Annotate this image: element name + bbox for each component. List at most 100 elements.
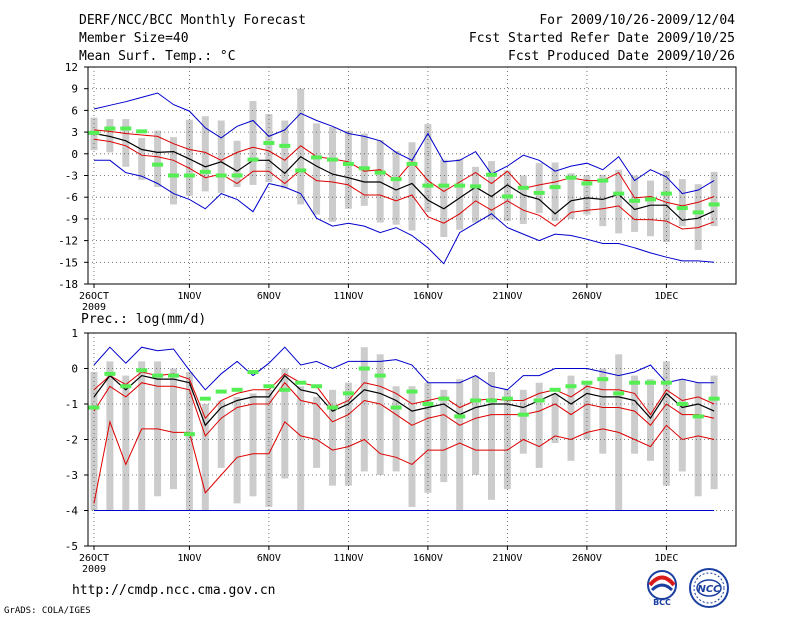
prec-member-mark [438,396,450,401]
temp-range-box [408,142,416,231]
temp-y-tick-label: -9 [65,213,78,226]
temp-x-tick-label: 21NOV [492,291,522,302]
prec-range-box [201,404,209,511]
temp-range-box [599,174,607,227]
prec-member-mark [692,414,704,419]
temp-x-tick-label: 11NOV [333,291,363,302]
prec-range-box [456,379,464,511]
prec-x-tick-label: 1DEC [654,553,678,564]
prec-member-mark [501,396,513,401]
prec-range-box [519,389,527,454]
temp-y-tick-label: 0 [71,148,78,161]
prec-range-box [122,375,130,511]
prec-range-box [694,382,702,497]
prec-range-box [662,361,670,486]
prec-member-mark [311,384,323,389]
prec-member-mark [549,387,561,392]
temp-member-mark [263,140,275,145]
prec-x-tick-label: 6NOV [257,553,281,564]
temp-range-box [392,150,400,225]
temp-range-box [694,184,702,251]
source-url[interactable]: http://cmdp.ncc.cma.gov.cn [72,583,276,598]
temp-member-mark [168,173,179,178]
temp-range-box [647,180,654,237]
temp-member-mark [295,168,307,173]
prec-member-mark [215,389,227,394]
temp-year-label: 2009 [82,302,106,313]
prec-range-box [567,375,575,461]
temp-member-mark [533,190,545,195]
temp-series-mean [93,132,715,221]
prec-member-mark [247,370,259,375]
prec-x-tick-label: 11NOV [333,553,363,564]
temp-range-box [281,120,289,189]
temp-range-box [488,161,495,220]
temp-range-box [678,179,686,227]
prec-range-box [217,400,225,468]
temp-member-mark [183,173,195,178]
prec-range-box [313,396,321,468]
temp-range-box [170,137,177,205]
temp-range-box [456,158,464,230]
prec-range-box [106,361,114,511]
forecast-start-date: Fcst Started Refer Date 2009/10/25 [468,31,735,46]
temp-y-tick-label: -18 [58,278,78,291]
temp-member-mark [660,191,672,196]
temp-member-mark [597,178,609,183]
temp-range-box [185,119,193,196]
prec-member-mark [533,398,545,403]
temp-series-upper [93,129,715,207]
prec-range-box [297,386,305,511]
temp-member-mark [692,210,704,215]
temp-y-tick-label: -3 [65,170,78,183]
temp-range-box [535,163,543,214]
prec-series-mean [93,374,715,427]
prec-range-box [599,368,607,454]
prec-range-box [440,389,448,483]
prec-y-tick-label: -4 [65,505,79,518]
temp-member-mark [406,161,418,166]
temp-y-tick-label: -12 [58,235,78,248]
temp-range-box [217,120,225,193]
temp-range-box [440,159,448,237]
prec-x-tick-label: 21NOV [492,553,522,564]
prec-range-box [170,368,177,490]
prec-member-mark [104,371,116,376]
prec-series-lower [93,381,715,437]
prec-range-box [344,382,352,486]
prec-member-mark [88,405,100,410]
prec-y-tick-label: -5 [65,540,78,553]
prec-member-mark [708,396,720,401]
prec-member-mark [645,380,656,385]
prec-member-mark [183,432,195,437]
ncc-logo: NCC [689,568,729,608]
temp-range-box [297,88,305,205]
prec-range-box [678,379,686,472]
prec-member-mark [676,402,688,406]
temp-y-tick-label: -6 [65,191,78,204]
temp-range-box [615,169,623,234]
temp-range-box [662,171,670,243]
prec-member-mark [327,405,338,410]
temp-member-mark [247,157,259,162]
prec-range-box [376,354,384,475]
prec-range-box [472,375,480,475]
prec-y-tick-label: 0 [71,363,78,376]
prec-range-box [503,389,511,490]
prec-x-tick-label: 1NOV [177,553,201,564]
temp-series-max [93,92,715,195]
temp-range-box [376,140,384,223]
prec-x-tick-label: 16NOV [413,553,443,564]
chart-title: DERF/NCC/BCC Monthly Forecast [79,13,306,28]
temp-member-mark [342,161,354,166]
temp-range-box [519,175,527,224]
temp-range-box [551,162,559,222]
prec-member-mark [660,380,672,385]
prec-x-tick-label: 26NOV [572,553,602,564]
temp-range-box [567,173,575,219]
prec-panel-title: Prec.: log(mm/d) [81,312,206,327]
forecast-produced-date: Fcst Produced Date 2009/10/26 [508,49,735,64]
prec-year-label: 2009 [82,564,106,575]
ncc-logo-text: NCC [697,584,721,595]
